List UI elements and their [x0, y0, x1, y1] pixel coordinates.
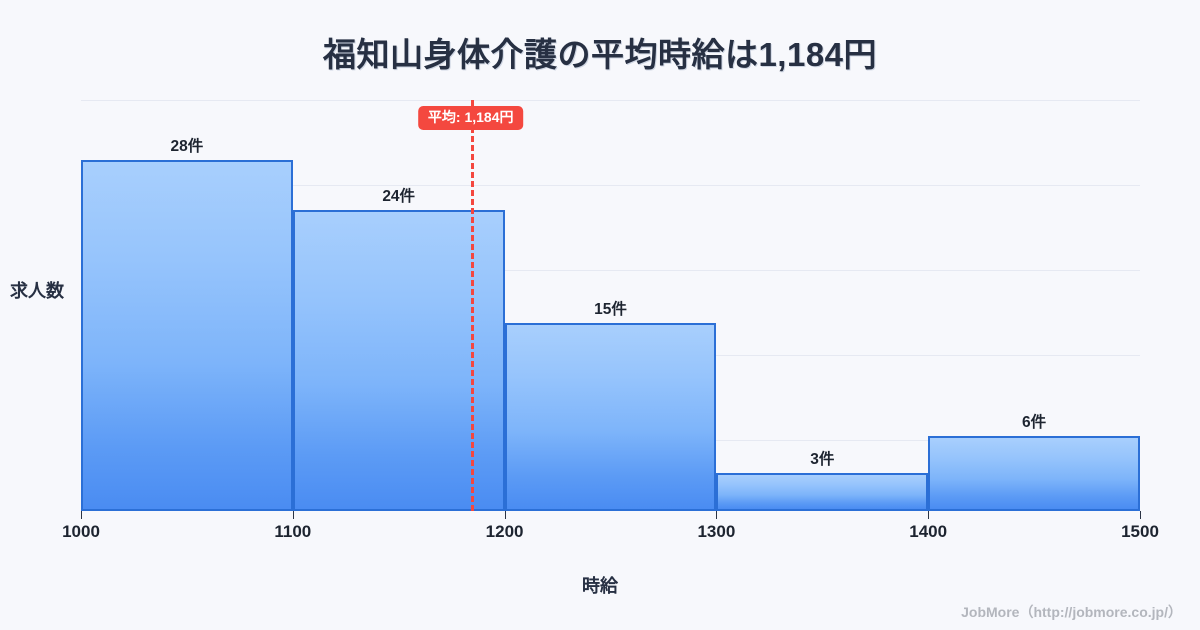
average-line	[470, 100, 474, 511]
x-tick-mark	[928, 511, 930, 519]
bar-1000[interactable]	[81, 160, 293, 511]
bar-value-label: 6件	[1022, 413, 1047, 431]
x-tick-mark	[81, 511, 82, 519]
gridline	[81, 185, 1140, 186]
average-badge: 平均: 1,184円	[417, 106, 524, 131]
x-axis-ticks: 1000 1100 1200 1300 1400 1500	[62, 511, 1159, 556]
bar-1100[interactable]	[292, 210, 505, 511]
bar-1200[interactable]	[504, 323, 717, 511]
bars-layer: 28件 24件 15件 3件 6件	[81, 100, 1140, 511]
x-tick-label: 1100	[274, 522, 312, 541]
x-tick-label: 1500	[1121, 522, 1159, 541]
x-tick-mark	[504, 511, 506, 519]
gridline	[81, 100, 1140, 101]
x-tick-label: 1300	[697, 522, 736, 541]
x-tick-mark	[1140, 511, 1141, 519]
y-axis-label: 求人数	[10, 281, 64, 301]
x-tick-label: 1200	[485, 522, 524, 541]
bar-1400[interactable]	[928, 435, 1140, 511]
x-axis-label: 時給	[582, 576, 618, 596]
page-title: 福知山身体介護の平均時給は1,184円	[322, 36, 878, 73]
bar-1300[interactable]	[716, 473, 929, 511]
plot-area: 28件 24件 15件 3件 6件	[81, 100, 1140, 511]
x-tick-label: 1000	[62, 522, 100, 541]
watermark-credit: JobMore（http://jobmore.co.jp/）	[961, 604, 1182, 620]
bar-value-label: 28件	[170, 138, 204, 156]
bar-value-label: 15件	[594, 301, 627, 319]
bar-value-label: 3件	[810, 451, 835, 469]
gridline	[81, 270, 1140, 271]
x-tick-mark	[716, 511, 718, 519]
x-tick-mark	[292, 511, 294, 519]
bar-value-label: 24件	[382, 188, 416, 206]
x-tick-label: 1400	[909, 522, 948, 541]
